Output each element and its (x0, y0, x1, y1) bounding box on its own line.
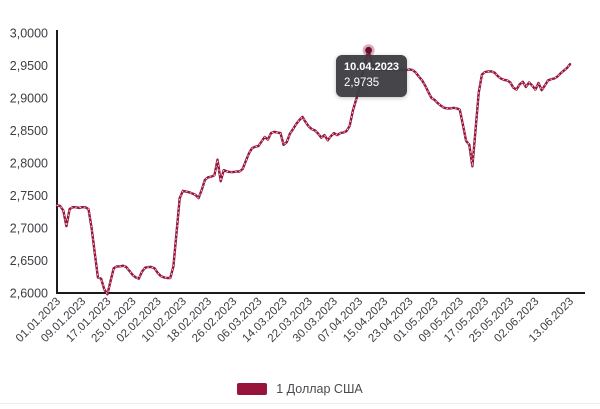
exchange-rate-chart[interactable]: 3,0000 2,9500 2,9000 2,8500 2,8000 2,7500 2,70… (0, 0, 600, 378)
selected-point-marker[interactable] (365, 46, 372, 54)
y-axis-tick-label: 2,9000 (10, 92, 48, 106)
axes (56, 30, 585, 294)
y-axis-tick-label: 2,9500 (10, 59, 48, 73)
bottom-divider (0, 403, 600, 404)
series-line-dot-texture (56, 48, 571, 296)
y-axis-tick-label: 2,6500 (10, 254, 48, 268)
y-axis-tick-label: 2,6000 (10, 287, 48, 301)
y-axis-tick-label: 2,7000 (10, 222, 48, 236)
series-line[interactable] (55, 49, 572, 296)
y-axis-tick-label: 2,7500 (10, 189, 48, 203)
tooltip: 10.04.2023 2,9735 (336, 55, 408, 98)
legend-label: 1 Доллар США (276, 382, 363, 396)
tooltip-date: 10.04.2023 (344, 61, 400, 73)
y-axis-tick-label: 3,0000 (10, 27, 48, 41)
tooltip-value: 2,9735 (344, 77, 380, 90)
legend-swatch-icon (237, 383, 268, 395)
legend-item-usd[interactable]: 1 Доллар США (0, 380, 600, 398)
y-axis-tick-label: 2,8000 (10, 157, 48, 171)
y-axis-tick-label: 2,8500 (10, 124, 48, 138)
